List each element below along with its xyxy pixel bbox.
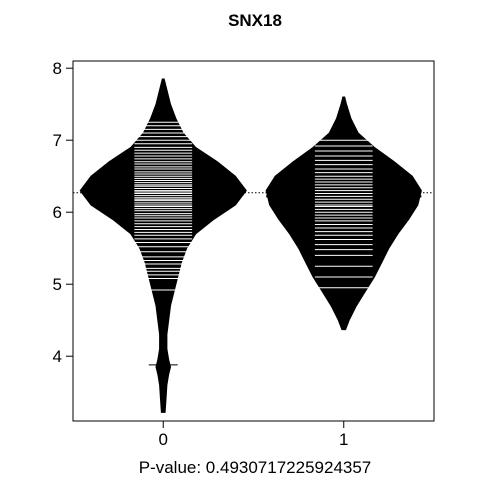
y-axis: 4 5 6 7 8 [53, 59, 74, 366]
bean-1 [265, 96, 422, 331]
y-tick-label: 7 [53, 131, 62, 150]
y-tick-label: 8 [53, 59, 62, 78]
x-tick-label: 0 [159, 430, 168, 449]
x-axis-label: P-value: 0.4930717225924357 [139, 458, 372, 477]
y-tick-label: 5 [53, 275, 62, 294]
x-tick-label: 1 [339, 430, 348, 449]
y-tick-label: 6 [53, 203, 62, 222]
beans-layer [73, 78, 434, 413]
chart-title: SNX18 [228, 11, 282, 30]
bean-0 [79, 78, 247, 413]
y-tick-label: 4 [53, 347, 62, 366]
